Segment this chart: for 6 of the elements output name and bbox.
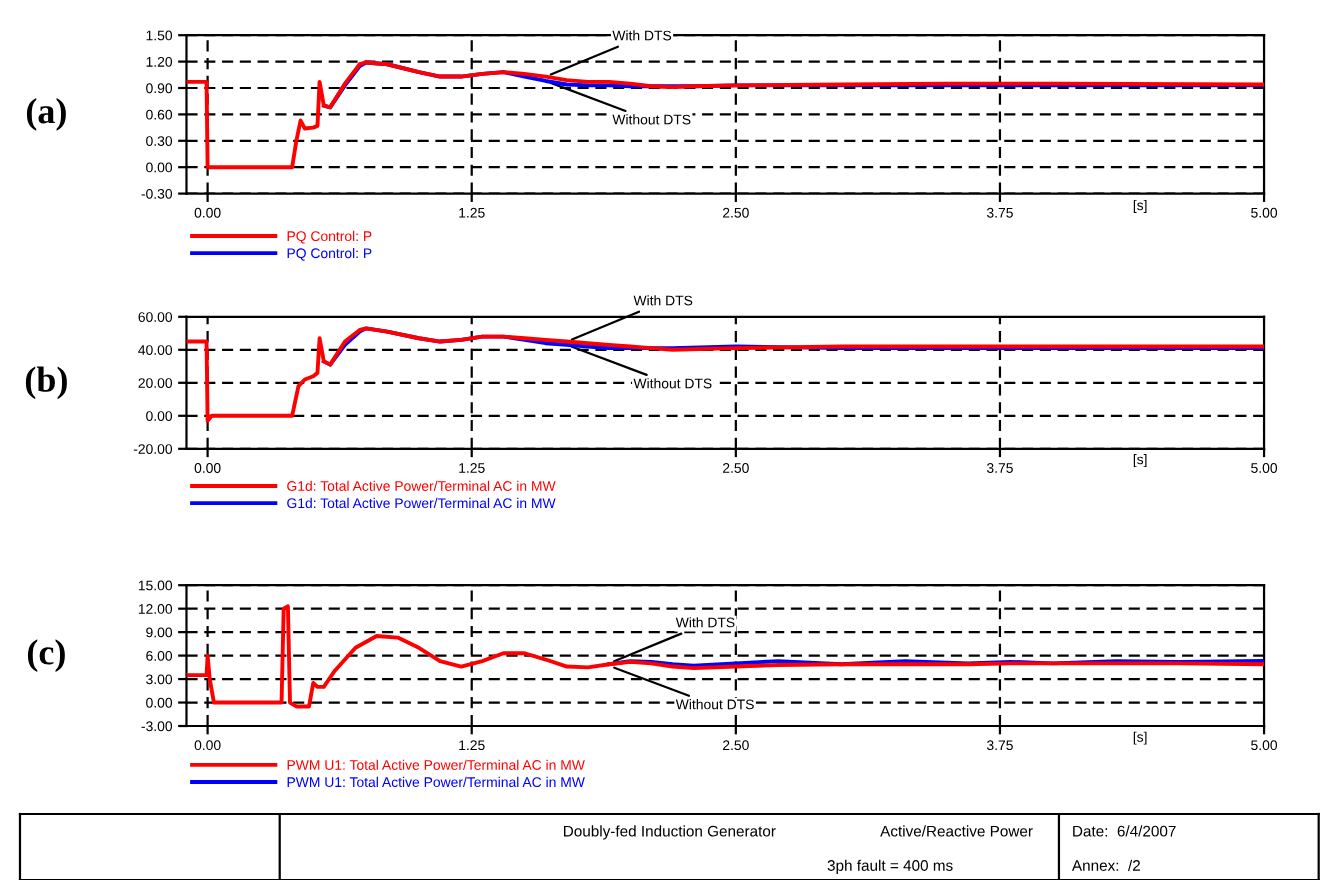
line-series bbox=[186, 60, 1265, 170]
text: (b) bbox=[25, 366, 67, 400]
text: (c) bbox=[27, 639, 65, 672]
text: (a) bbox=[26, 98, 66, 131]
line-series bbox=[186, 604, 1265, 709]
line-series bbox=[186, 326, 1265, 423]
